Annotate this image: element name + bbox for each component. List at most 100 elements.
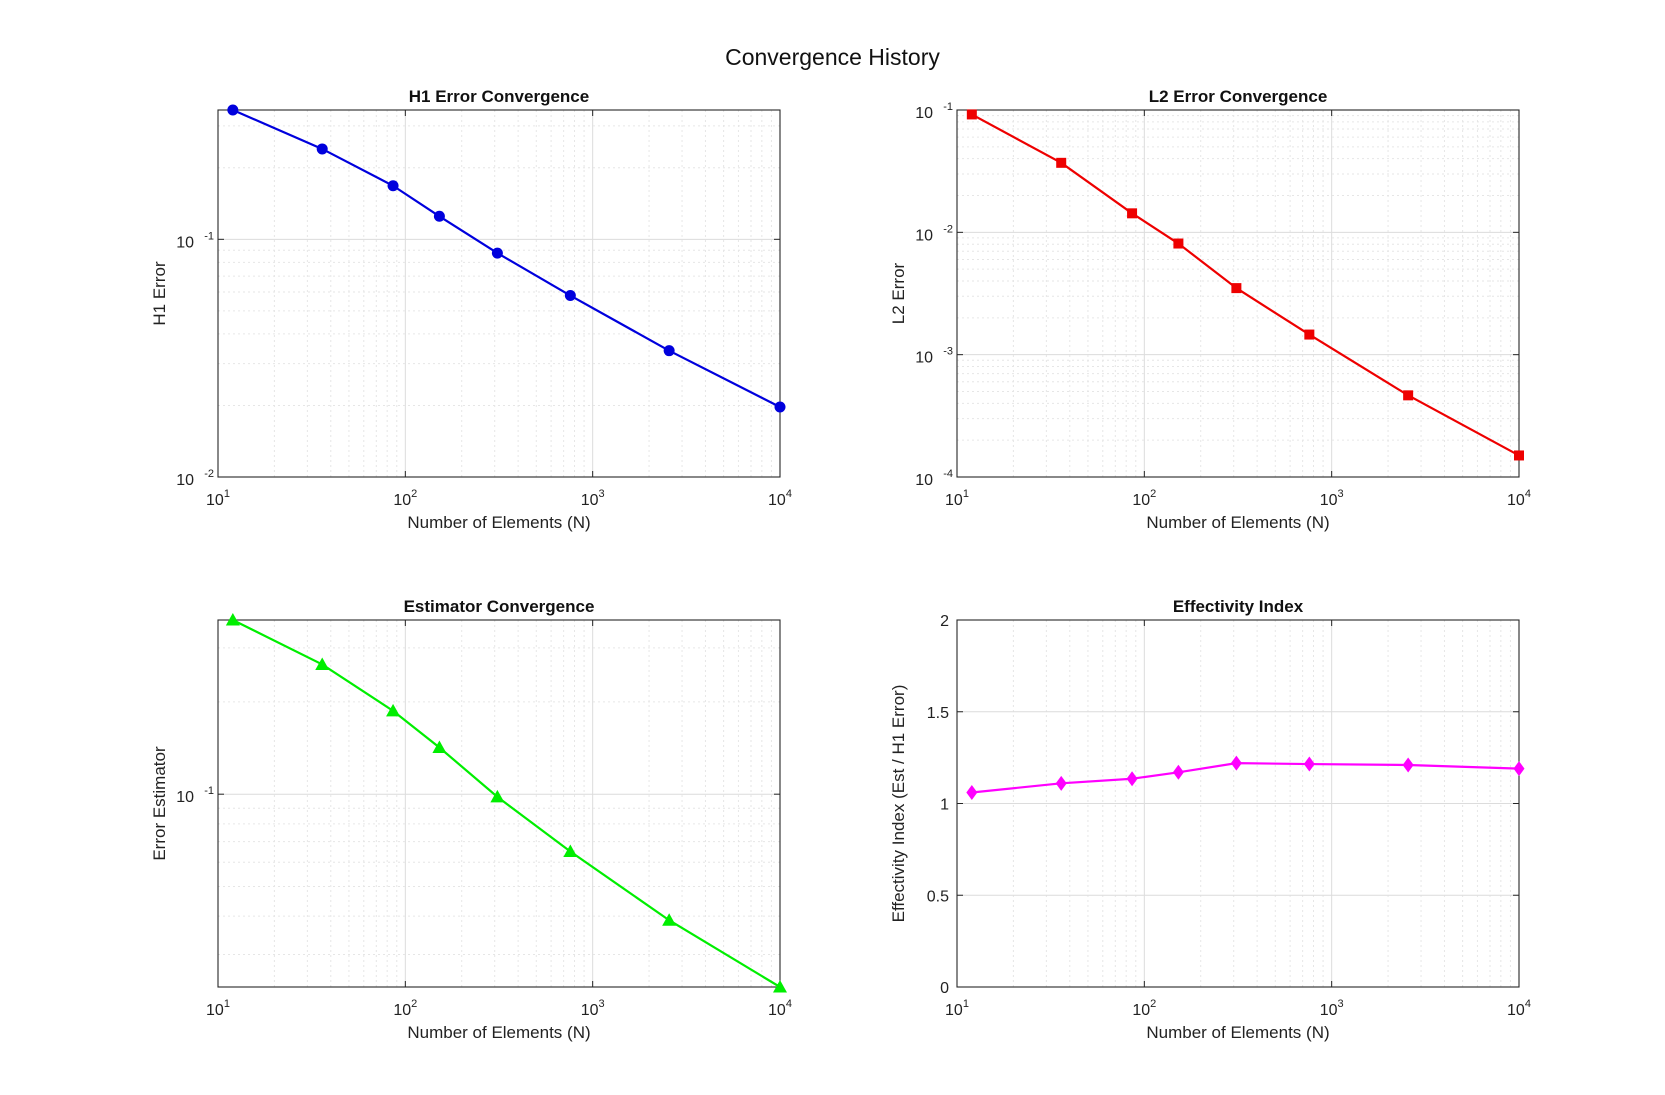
- data-point: [316, 143, 328, 155]
- y-axis-label: L2 Error: [889, 262, 908, 324]
- x-tick-exponent: 1: [224, 998, 230, 1010]
- y-axis-label: Error Estimator: [150, 746, 169, 861]
- data-point: [1055, 775, 1067, 791]
- x-tick-base: 10: [1320, 1002, 1338, 1019]
- data-point: [773, 980, 787, 993]
- data-point: [662, 913, 677, 926]
- y-tick-base: 10: [915, 472, 933, 489]
- data-point: [225, 613, 240, 626]
- x-axis-label: Number of Elements (N): [407, 513, 590, 532]
- data-point: [966, 784, 978, 800]
- data-point: [1056, 157, 1067, 168]
- y-tick-label: 10 -2: [915, 223, 953, 244]
- x-tick-base: 10: [945, 1002, 963, 1019]
- chart-title: Estimator Convergence: [404, 597, 595, 616]
- y-tick-base: 10: [176, 789, 194, 806]
- grid: [218, 110, 780, 477]
- series: [966, 755, 1525, 800]
- x-tick-exponent: 2: [1150, 488, 1156, 500]
- x-tick-label: 104: [768, 488, 792, 509]
- y-tick-label: 10 -1: [915, 101, 953, 122]
- y-tick-base: 10: [915, 105, 933, 122]
- y-axis-label: Effectivity Index (Est / H1 Error): [889, 685, 908, 923]
- y-tick-exponent: -1: [204, 230, 214, 242]
- data-point: [564, 290, 576, 302]
- x-axis-label: Number of Elements (N): [1146, 513, 1329, 532]
- plot-area: [218, 620, 780, 987]
- y-tick-label: 1.5: [927, 705, 949, 722]
- series-line: [232, 108, 781, 408]
- x-tick-base: 10: [1132, 492, 1150, 509]
- chart-title: L2 Error Convergence: [1149, 87, 1328, 106]
- chart-title: H1 Error Convergence: [409, 87, 589, 106]
- data-point: [315, 657, 330, 670]
- x-tick-base: 10: [1507, 492, 1525, 509]
- x-axis-label: Number of Elements (N): [1146, 1023, 1329, 1042]
- plot-area: [957, 110, 1519, 477]
- data-point: [491, 247, 503, 259]
- y-tick-exponent: -2: [204, 468, 214, 480]
- series: [966, 109, 1524, 461]
- x-tick-base: 10: [1507, 1002, 1525, 1019]
- x-tick-base: 10: [768, 1002, 786, 1019]
- data-point: [1402, 757, 1414, 773]
- x-tick-exponent: 1: [963, 488, 969, 500]
- x-tick-exponent: 4: [1525, 488, 1531, 500]
- series: [225, 613, 787, 993]
- y-tick-label: 1: [940, 797, 949, 814]
- data-point: [1514, 450, 1524, 461]
- grid: [218, 620, 780, 987]
- y-tick-label: 10 -4: [915, 468, 953, 489]
- x-tick-label: 101: [945, 488, 969, 509]
- series-line: [232, 619, 781, 988]
- data-point: [663, 345, 675, 357]
- x-tick-exponent: 1: [224, 488, 230, 500]
- y-tick-label: 10 -1: [176, 230, 214, 251]
- y-tick-label: 10 -1: [176, 785, 214, 806]
- x-tick-label: 101: [945, 998, 969, 1019]
- data-point: [227, 104, 239, 116]
- y-tick-label: 2: [940, 613, 949, 630]
- y-tick-exponent: -1: [943, 101, 953, 113]
- y-tick-base: 10: [915, 350, 933, 367]
- data-point: [386, 703, 401, 717]
- y-tick-label: 10 -2: [176, 468, 214, 489]
- x-tick-exponent: 3: [1338, 998, 1344, 1010]
- y-axis-label: H1 Error: [150, 261, 169, 326]
- x-tick-base: 10: [393, 1002, 411, 1019]
- y-tick-base: 10: [915, 227, 933, 244]
- series: [227, 104, 786, 413]
- x-tick-base: 10: [581, 492, 599, 509]
- y-tick-label: 0: [940, 980, 949, 997]
- x-tick-label: 104: [1507, 488, 1531, 509]
- x-tick-exponent: 3: [1338, 488, 1344, 500]
- data-point: [490, 789, 505, 803]
- plot-area: [218, 110, 780, 477]
- data-point: [387, 180, 399, 192]
- grid: [957, 620, 1519, 987]
- x-tick-label: 103: [1320, 488, 1344, 509]
- x-tick-exponent: 2: [411, 488, 417, 500]
- x-tick-exponent: 2: [1150, 998, 1156, 1010]
- y-tick-exponent: -3: [943, 346, 953, 358]
- x-tick-label: 103: [581, 998, 605, 1019]
- x-tick-label: 102: [1132, 998, 1156, 1019]
- y-tick-exponent: -2: [943, 223, 953, 235]
- data-point: [1230, 755, 1242, 771]
- x-tick-label: 101: [206, 488, 230, 509]
- x-tick-exponent: 3: [599, 488, 605, 500]
- data-point: [432, 740, 447, 754]
- axes-frame: [956, 109, 1520, 478]
- y-tick-exponent: -1: [204, 785, 214, 797]
- y-tick-exponent: -4: [943, 468, 953, 480]
- axes-frame: [217, 619, 781, 988]
- y-tick-base: 10: [176, 472, 194, 489]
- chart-title: Effectivity Index: [1173, 597, 1304, 616]
- data-point: [433, 210, 445, 222]
- x-tick-label: 102: [393, 998, 417, 1019]
- x-tick-base: 10: [1320, 492, 1338, 509]
